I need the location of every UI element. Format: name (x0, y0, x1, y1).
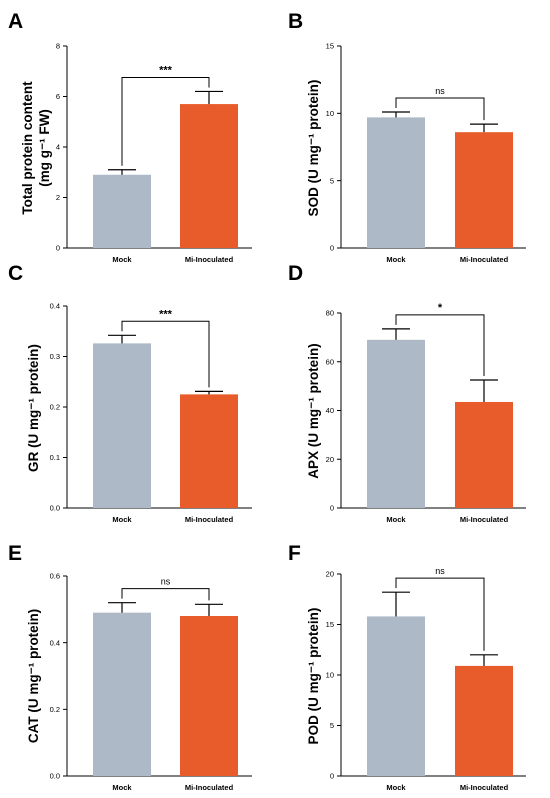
bar-mock (93, 612, 151, 776)
panel-letter: B (288, 10, 303, 33)
y-tick-label: 0.1 (50, 453, 60, 462)
y-tick-label: 0.0 (50, 772, 60, 781)
y-tick-label: 0 (330, 244, 334, 253)
y-tick-label: 10 (326, 671, 334, 680)
y-tick-label: 5 (330, 721, 334, 730)
y-tick-label: 5 (330, 176, 334, 185)
y-tick-label: 20 (326, 570, 334, 579)
significance-label: ns (435, 566, 445, 576)
y-tick-label: 20 (326, 455, 334, 464)
category-label: Mock (386, 255, 406, 264)
panel-c: C GR (U mg⁻¹ protein) 0.0 0.1 0.2 0.3 0.4 Mock M… (8, 262, 252, 524)
category-label: Mi-Inoculated (460, 783, 509, 792)
y-tick-label: 0.3 (50, 352, 60, 361)
y-axis-label-line: POD (U mg⁻¹ protein) (306, 608, 321, 745)
category-label: Mock (386, 783, 406, 792)
y-tick-label: 40 (326, 406, 334, 415)
bar-mock (367, 616, 425, 776)
y-axis-label-text: GR (U mg⁻¹ protein) (26, 344, 41, 472)
y-tick-label: 0.0 (50, 504, 60, 513)
significance-bracket (121, 76, 210, 166)
y-axis-label-line: (mg g⁻¹ FW) (37, 109, 52, 187)
y-axis-label: SOD (U mg⁻¹ protein) (306, 80, 321, 217)
panel-letter: F (288, 542, 301, 565)
panel-a: A Total protein content (mg g⁻¹ FW) 0 2 4 6 8 Mo… (8, 10, 252, 264)
panel-letter: E (8, 542, 22, 565)
y-tick-label: 8 (56, 42, 60, 51)
bar-mock (367, 339, 425, 508)
category-label: Mock (112, 255, 132, 264)
y-axis-label-text: POD (U mg⁻¹ protein) (306, 608, 321, 745)
bar-mi-inoculated (455, 665, 513, 776)
significance-bracket (395, 577, 485, 651)
y-tick-label: 10 (326, 109, 334, 118)
bar-mock (93, 174, 151, 248)
y-tick-label: 60 (326, 357, 334, 366)
category-label: Mi-Inoculated (185, 255, 234, 264)
panel-f: F POD (U mg⁻¹ protein) 0 5 10 15 20 Mock Mi-Inoc… (288, 542, 526, 792)
bar-mi-inoculated (180, 394, 238, 508)
significance-bracket (395, 97, 485, 121)
category-label: Mock (112, 783, 132, 792)
bar-mock (367, 117, 425, 248)
category-label: Mi-Inoculated (460, 255, 509, 264)
y-axis-label-line: CAT (U mg⁻¹ protein) (26, 609, 41, 743)
significance-label: *** (159, 64, 173, 76)
y-axis-label: APX (U mg⁻¹ protein) (306, 343, 321, 478)
y-tick-label: 0.4 (50, 302, 60, 311)
panel-letter: C (8, 262, 23, 285)
category-label: Mi-Inoculated (185, 515, 234, 524)
y-axis-label-line: GR (U mg⁻¹ protein) (26, 344, 41, 472)
y-axis-label-line: APX (U mg⁻¹ protein) (306, 343, 321, 478)
bar-mi-inoculated (180, 616, 238, 776)
panel-letter: A (8, 10, 23, 33)
y-axis-label-text: SOD (U mg⁻¹ protein) (306, 80, 321, 217)
y-axis-label-text: APX (U mg⁻¹ protein) (306, 343, 321, 478)
y-axis-label-text: Total protein content (mg g⁻¹ FW) (20, 81, 52, 215)
y-tick-label: 0.2 (50, 705, 60, 714)
y-axis-label-line: SOD (U mg⁻¹ protein) (306, 80, 321, 217)
panel-e: E CAT (U mg⁻¹ protein) 0.0 0.2 0.4 0.6 Mock Mi-… (8, 542, 252, 792)
y-tick-label: 15 (326, 620, 334, 629)
y-axis-label-line: Total protein content (20, 81, 35, 215)
y-axis-label: POD (U mg⁻¹ protein) (306, 608, 321, 745)
significance-label: *** (159, 308, 173, 320)
y-tick-label: 0 (56, 244, 60, 253)
y-axis-label: GR (U mg⁻¹ protein) (26, 344, 41, 472)
y-tick-label: 4 (56, 143, 60, 152)
category-label: Mi-Inoculated (460, 515, 509, 524)
y-axis-label-text: CAT (U mg⁻¹ protein) (26, 609, 41, 743)
y-tick-label: 0.2 (50, 403, 60, 412)
panel-letter: D (288, 262, 303, 285)
y-tick-label: 15 (326, 42, 334, 51)
y-tick-label: 2 (56, 193, 60, 202)
bar-mock (93, 343, 151, 508)
significance-label: ns (435, 86, 445, 96)
bar-mi-inoculated (455, 132, 513, 248)
category-label: Mi-Inoculated (185, 783, 234, 792)
y-tick-label: 0 (330, 772, 334, 781)
y-tick-label: 6 (56, 92, 60, 101)
panel-d: D APX (U mg⁻¹ protein) 0 20 40 60 80 Mock Mi-Ino… (288, 262, 526, 524)
y-tick-label: 0 (330, 504, 334, 513)
significance-bracket (395, 314, 485, 377)
panel-b: B SOD (U mg⁻¹ protein) 0 5 10 15 Mock Mi-Inocul… (288, 10, 526, 264)
y-axis-label: Total protein content (mg g⁻¹ FW) (20, 81, 52, 215)
category-label: Mock (112, 515, 132, 524)
y-tick-label: 0.4 (50, 638, 60, 647)
significance-bracket (121, 588, 210, 601)
category-label: Mock (386, 515, 406, 524)
bar-mi-inoculated (180, 104, 238, 248)
significance-label: ns (161, 577, 171, 587)
significance-bracket (121, 320, 210, 388)
y-axis-label: CAT (U mg⁻¹ protein) (26, 609, 41, 743)
y-tick-label: 80 (326, 309, 334, 318)
significance-label: * (438, 302, 443, 314)
y-tick-label: 0.6 (50, 572, 60, 581)
bar-mi-inoculated (455, 401, 513, 508)
